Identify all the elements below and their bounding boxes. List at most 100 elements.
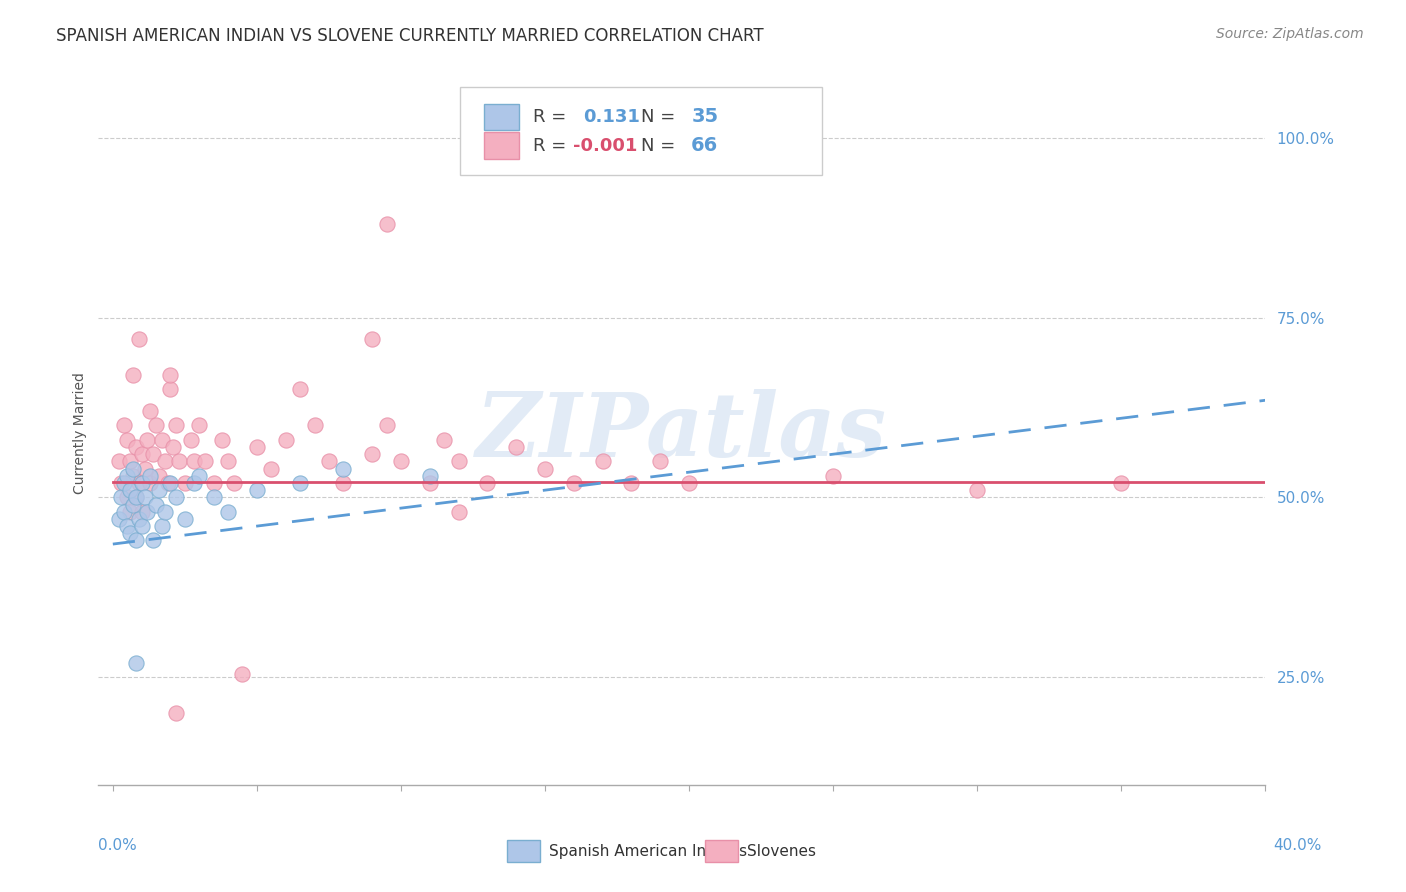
Point (217, 454, 239, 468)
Point (823, 468, 845, 483)
Text: -0.001: -0.001 (574, 136, 638, 155)
Point (534, 461, 557, 475)
Point (136, 433, 159, 447)
Text: Spanish American Indians: Spanish American Indians (548, 844, 747, 859)
Point (122, 498, 145, 512)
Point (153, 454, 176, 468)
Point (183, 475, 205, 490)
Text: N =: N = (641, 108, 681, 126)
Point (332, 461, 354, 475)
Point (332, 475, 354, 490)
Point (165, 706, 187, 720)
Text: N =: N = (641, 136, 681, 155)
Text: R =: R = (533, 136, 571, 155)
Point (202, 475, 225, 490)
Point (217, 505, 239, 519)
Point (304, 418, 326, 433)
Point (153, 505, 176, 519)
Point (110, 475, 132, 490)
Point (122, 461, 145, 475)
Point (505, 440, 527, 454)
Text: 0.131: 0.131 (582, 108, 640, 126)
Point (115, 519, 138, 533)
Point (159, 368, 181, 383)
Point (107, 454, 129, 468)
Point (115, 491, 138, 505)
Point (477, 475, 499, 490)
Point (125, 491, 148, 505)
Point (246, 483, 269, 497)
Point (120, 526, 142, 541)
Point (274, 433, 297, 447)
Point (120, 505, 142, 519)
FancyBboxPatch shape (484, 132, 519, 159)
Point (202, 491, 225, 505)
Point (180, 433, 202, 447)
Point (318, 454, 340, 468)
Point (139, 475, 162, 490)
Point (188, 468, 211, 483)
Point (288, 475, 311, 490)
Point (620, 475, 643, 490)
Point (112, 505, 135, 519)
Point (139, 404, 162, 418)
Point (419, 468, 441, 483)
Text: ZIPatlas: ZIPatlas (477, 390, 887, 475)
Point (211, 433, 233, 447)
FancyBboxPatch shape (460, 87, 823, 176)
Point (592, 454, 614, 468)
Text: 66: 66 (692, 136, 718, 155)
FancyBboxPatch shape (484, 103, 519, 130)
Point (246, 440, 269, 454)
Point (131, 475, 153, 490)
Point (183, 454, 205, 468)
Point (112, 475, 135, 490)
Point (447, 505, 470, 519)
Point (150, 433, 173, 447)
Point (142, 447, 165, 461)
Point (134, 491, 156, 505)
Point (107, 512, 129, 526)
Point (231, 666, 253, 681)
Point (447, 454, 470, 468)
FancyBboxPatch shape (706, 840, 738, 863)
Text: Source: ZipAtlas.com: Source: ZipAtlas.com (1216, 27, 1364, 41)
Point (433, 433, 456, 447)
Point (165, 491, 187, 505)
Text: Slovenes: Slovenes (747, 844, 817, 859)
Point (134, 461, 156, 475)
Point (188, 418, 211, 433)
Point (122, 368, 145, 383)
Point (131, 519, 153, 533)
Point (562, 475, 585, 490)
Point (1111, 475, 1133, 490)
Point (361, 447, 384, 461)
Point (222, 475, 245, 490)
Point (139, 468, 162, 483)
Point (167, 454, 190, 468)
Point (131, 505, 153, 519)
Point (145, 418, 167, 433)
Y-axis label: Currently Married: Currently Married (73, 372, 87, 493)
FancyBboxPatch shape (508, 840, 540, 863)
Point (120, 454, 142, 468)
Text: 40.0%: 40.0% (1274, 838, 1322, 854)
Point (115, 468, 138, 483)
Point (419, 475, 441, 490)
Text: 0.0%: 0.0% (98, 838, 138, 854)
Point (125, 491, 148, 505)
Point (128, 332, 150, 346)
Point (115, 433, 138, 447)
Point (128, 475, 150, 490)
Point (162, 440, 184, 454)
Point (288, 383, 311, 397)
Point (112, 418, 135, 433)
Text: SPANISH AMERICAN INDIAN VS SLOVENE CURRENTLY MARRIED CORRELATION CHART: SPANISH AMERICAN INDIAN VS SLOVENE CURRE… (56, 27, 763, 45)
Point (159, 475, 181, 490)
Point (173, 512, 195, 526)
Point (678, 475, 700, 490)
Point (375, 418, 398, 433)
Point (120, 483, 142, 497)
Point (128, 512, 150, 526)
Point (122, 468, 145, 483)
